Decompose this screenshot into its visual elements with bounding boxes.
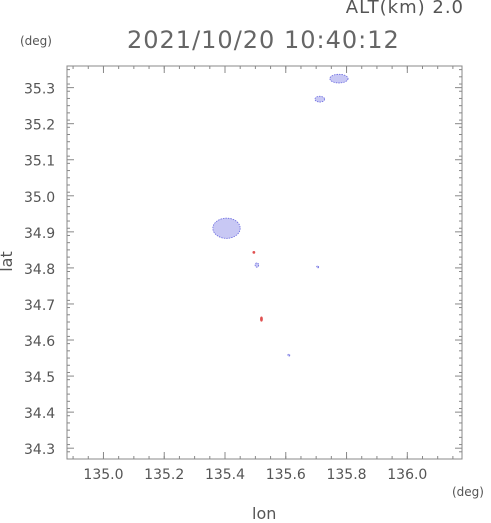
y-tick-label: 35.0 (24, 190, 55, 206)
x-tick-label: 135.0 (83, 467, 123, 483)
y-tick-label: 34.7 (24, 298, 55, 314)
plot-frame (66, 65, 463, 460)
x-unit-label: (deg) (452, 485, 484, 499)
x-tick-label: 135.4 (205, 467, 245, 483)
x-tick-label: 135.2 (144, 467, 184, 483)
echo-cluster (316, 265, 320, 269)
echo-cluster (314, 95, 326, 103)
y-unit-label: (deg) (20, 34, 52, 48)
y-tick-label: 34.3 (24, 442, 55, 458)
y-tick-label: 34.8 (24, 262, 55, 278)
echo-cluster (212, 217, 241, 239)
x-axis-label: lon (252, 504, 277, 523)
y-tick-label: 34.6 (24, 334, 55, 350)
y-tick-label: 34.5 (24, 370, 55, 386)
x-tick-label: 135.8 (326, 467, 366, 483)
x-tick-label: 135.6 (266, 467, 306, 483)
y-tick-label: 35.3 (24, 82, 55, 98)
altitude-label: ALT(km) 2.0 (345, 0, 464, 18)
y-tick-label: 34.9 (24, 226, 55, 242)
echo-cluster (329, 73, 349, 84)
timestamp-title: 2021/10/20 10:40:12 (127, 26, 400, 54)
y-tick-label: 35.1 (24, 154, 55, 170)
y-tick-label: 34.4 (24, 406, 55, 422)
y-tick-label: 35.2 (24, 118, 55, 134)
echo-cluster (287, 353, 291, 357)
echo-cluster (254, 262, 260, 268)
echo-strong-point (260, 316, 263, 322)
x-tick-label: 136.0 (387, 467, 427, 483)
echo-strong-point (252, 251, 256, 254)
